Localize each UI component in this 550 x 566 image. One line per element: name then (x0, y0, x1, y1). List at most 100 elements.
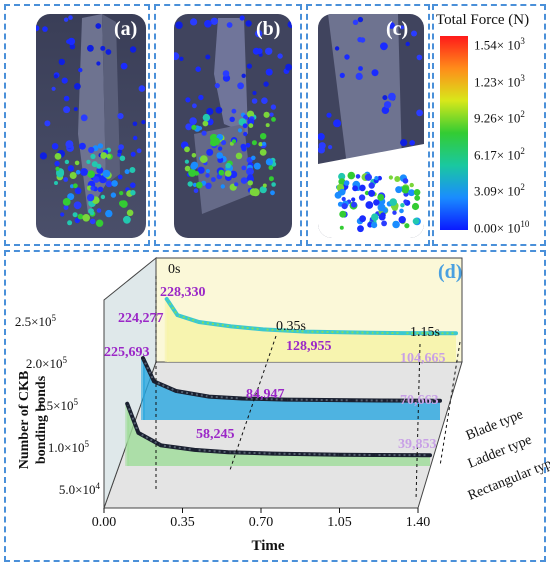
particle (245, 142, 251, 148)
particle (265, 68, 273, 76)
particle (67, 220, 73, 226)
panel-frame-b (154, 4, 302, 246)
particle (403, 199, 408, 204)
panel-frame-c (306, 4, 430, 246)
particle (192, 103, 197, 109)
particle (409, 182, 414, 188)
particle (118, 144, 124, 151)
particle (409, 140, 415, 146)
particle (251, 188, 260, 197)
particle (222, 70, 230, 77)
particle (111, 180, 118, 187)
particle (36, 25, 40, 32)
panel-label-b: (b) (256, 18, 281, 40)
particle (80, 114, 88, 122)
particle (117, 152, 122, 157)
particle (271, 182, 276, 187)
particle (87, 170, 95, 178)
particle (265, 47, 273, 55)
particle (384, 101, 392, 109)
particle (416, 54, 423, 61)
particle (377, 203, 386, 212)
particle (195, 66, 201, 72)
particle (130, 190, 136, 196)
particle (74, 160, 80, 166)
simulation-image-c (318, 14, 424, 238)
particle (263, 111, 270, 118)
particle (206, 107, 214, 116)
particle (92, 176, 100, 183)
particle (74, 83, 81, 90)
particle (124, 169, 130, 175)
particle (388, 92, 396, 101)
particle (117, 149, 123, 154)
particle (206, 148, 214, 156)
particle (63, 205, 69, 210)
particle (78, 142, 86, 150)
particle (251, 140, 257, 146)
particle (65, 140, 74, 149)
particle (235, 152, 243, 160)
particle (120, 62, 128, 70)
particle (119, 155, 126, 162)
particle (141, 120, 146, 125)
particle (105, 209, 113, 218)
particle (371, 222, 378, 229)
particle (74, 187, 82, 195)
particle (247, 174, 254, 181)
particle (97, 143, 104, 149)
particle (271, 117, 276, 122)
particle (198, 94, 204, 101)
particle (58, 58, 65, 66)
particle (411, 30, 417, 37)
particle (359, 184, 366, 192)
particle (100, 45, 106, 51)
particle (414, 195, 421, 201)
particle (277, 53, 283, 59)
particle (237, 128, 243, 133)
particle (231, 108, 237, 114)
particle (216, 152, 223, 159)
particle (67, 193, 75, 201)
particle (231, 139, 237, 144)
particle (378, 213, 386, 221)
particle (110, 192, 117, 198)
particle (339, 72, 345, 78)
particle (75, 169, 81, 175)
particle (255, 29, 263, 38)
particle (175, 21, 183, 29)
particle (382, 95, 388, 101)
particle (189, 117, 197, 125)
particle (357, 225, 364, 233)
particle (174, 52, 180, 61)
colorbar-tick-label: 1.54× 103 (474, 36, 525, 53)
particle (102, 169, 111, 178)
particle (355, 72, 363, 80)
particle (259, 186, 267, 194)
particle (270, 104, 277, 110)
particle (220, 184, 225, 189)
particle (395, 186, 403, 194)
particle (352, 185, 358, 192)
particle (221, 140, 227, 146)
particle (400, 203, 405, 208)
particle (62, 198, 71, 206)
particle (184, 165, 191, 172)
particle (60, 212, 65, 217)
particle (374, 176, 379, 181)
particle (70, 184, 74, 189)
simulation-image-b (174, 14, 292, 238)
particle (265, 158, 273, 166)
particle (202, 113, 211, 122)
particle (86, 193, 95, 202)
particle (190, 162, 198, 170)
particle (252, 90, 257, 96)
panel-label-c: (c) (386, 18, 409, 40)
particle (54, 160, 60, 167)
particle (268, 165, 274, 170)
particle (117, 174, 123, 180)
colorbar-tick-label: 9.26× 102 (474, 109, 525, 126)
particle (341, 203, 348, 210)
particle (78, 67, 83, 73)
particle (259, 149, 267, 156)
